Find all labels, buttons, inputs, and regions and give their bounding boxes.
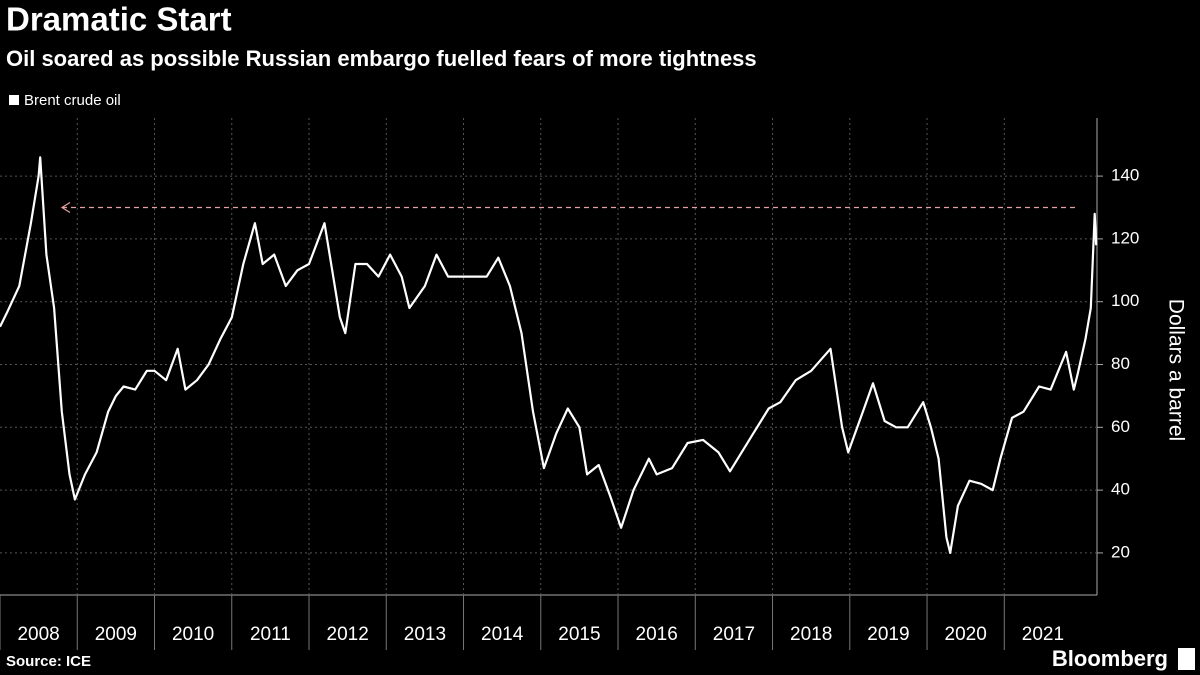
- y-tick-label: 140: [1111, 166, 1139, 185]
- x-tick-label: 2020: [945, 624, 987, 645]
- reference-arrow: [60, 201, 71, 214]
- x-tick-label: 2016: [636, 624, 678, 645]
- x-tick-label: 2014: [481, 624, 524, 645]
- x-tick-label: 2013: [404, 624, 446, 645]
- y-tick-label: 20: [1111, 542, 1130, 561]
- y-tick-label: 60: [1111, 417, 1130, 436]
- x-tick-label: 2015: [558, 624, 600, 645]
- legend-label: Brent crude oil: [24, 92, 121, 109]
- x-tick-label: 2008: [17, 624, 59, 645]
- brand-icon: [1178, 648, 1195, 670]
- chart-title: Dramatic Start: [6, 1, 232, 38]
- y-tick-label: 80: [1111, 354, 1130, 373]
- x-tick-label: 2017: [713, 624, 755, 645]
- x-tick-label: 2021: [1022, 624, 1064, 645]
- x-tick-label: 2010: [172, 624, 214, 645]
- legend-swatch: [9, 95, 19, 105]
- y-axis-label: Dollars a barrel: [1164, 299, 1187, 441]
- line-series: [0, 156, 1098, 554]
- y-tick-label: 40: [1111, 480, 1130, 499]
- y-tick-label: 120: [1111, 228, 1139, 247]
- y-tick-label: 100: [1111, 291, 1139, 310]
- x-tick-label: 2011: [250, 624, 291, 645]
- x-tick-label: 2012: [327, 624, 369, 645]
- x-tick-label: 2018: [790, 624, 832, 645]
- x-tick-label: 2009: [95, 624, 137, 645]
- source: Source: ICE: [6, 653, 91, 670]
- chart-subtitle: Oil soared as possible Russian embargo f…: [6, 46, 757, 71]
- brand: Bloomberg: [1052, 646, 1168, 671]
- x-tick-label: 2019: [867, 624, 909, 645]
